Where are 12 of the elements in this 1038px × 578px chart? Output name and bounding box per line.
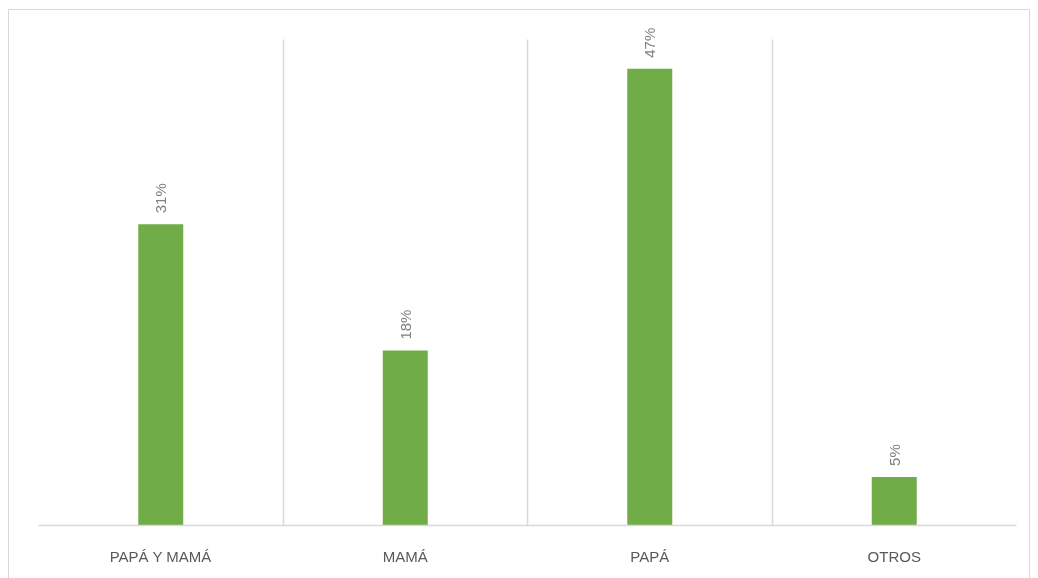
- bar: [871, 476, 917, 526]
- bar: [138, 224, 184, 526]
- data-label: 31%: [152, 183, 170, 214]
- bar: [627, 68, 673, 526]
- bar: [382, 350, 428, 526]
- data-label: 5%: [885, 444, 903, 466]
- data-label: 47%: [641, 27, 659, 58]
- x-tick-label: PAPÁ Y MAMÁ: [109, 547, 212, 565]
- x-tick-label: MAMÁ: [382, 547, 428, 565]
- x-tick-label: PAPÁ: [630, 547, 670, 565]
- x-tick-label: OTROS: [867, 547, 921, 565]
- data-label: 18%: [396, 309, 414, 340]
